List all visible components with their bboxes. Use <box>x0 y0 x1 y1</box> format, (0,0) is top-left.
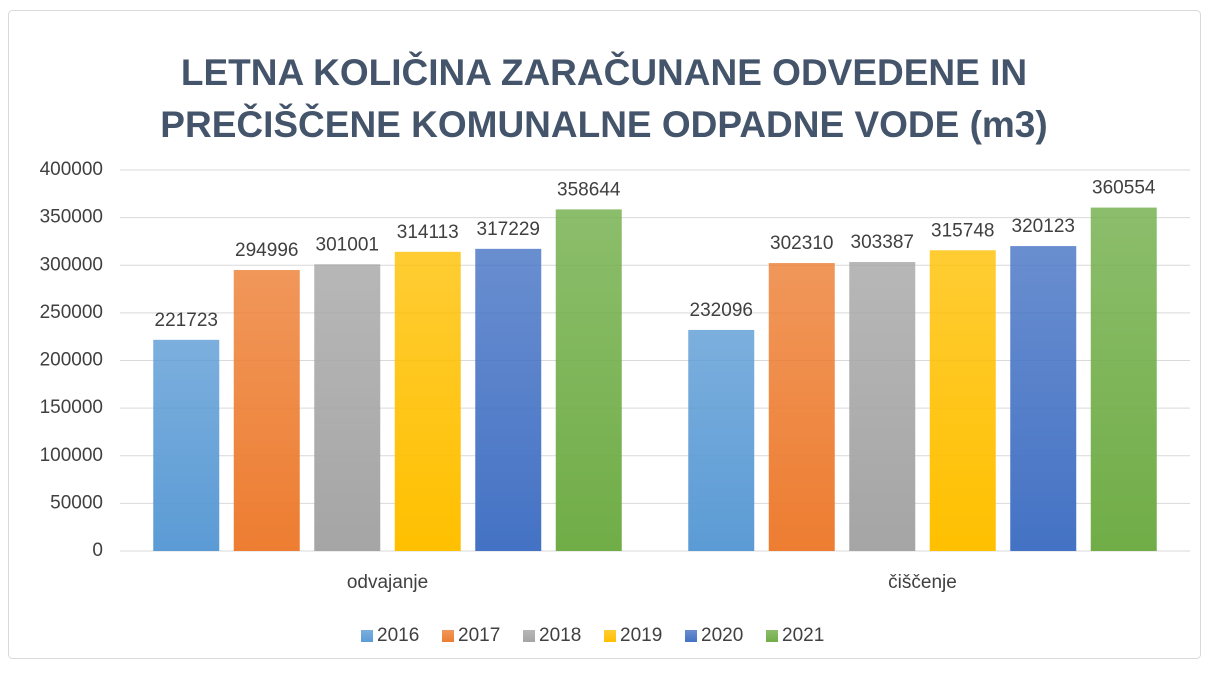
legend-label: 2017 <box>458 625 500 646</box>
bar <box>1010 246 1077 552</box>
legend-label: 2016 <box>377 625 419 646</box>
chart-title: PREČIŠČENE KOMUNALNE ODPADNE VODE (m3) <box>160 103 1047 145</box>
y-tick-label: 50000 <box>50 492 103 513</box>
legend-label: 2019 <box>620 625 662 646</box>
bar <box>688 329 755 551</box>
bar <box>555 209 622 551</box>
data-label: 360554 <box>1092 178 1156 199</box>
bar <box>1090 207 1157 551</box>
legend-swatch <box>442 630 454 642</box>
legend-swatch <box>766 630 778 642</box>
legend-swatch <box>604 630 616 642</box>
x-tick-label: čiščenje <box>888 572 957 593</box>
y-tick-label: 250000 <box>40 302 103 323</box>
data-label: 301001 <box>316 234 379 255</box>
data-label: 221723 <box>155 310 218 331</box>
data-label: 294996 <box>235 240 298 261</box>
bar <box>929 250 996 551</box>
chart-title: LETNA KOLIČINA ZARAČUNANE ODVEDENE IN <box>181 51 1027 93</box>
bar <box>768 263 835 551</box>
bar <box>849 262 916 551</box>
bar <box>475 248 542 552</box>
legend-swatch <box>523 630 535 642</box>
legend-label: 2021 <box>782 625 824 646</box>
y-tick-label: 200000 <box>40 350 103 371</box>
data-label: 232096 <box>690 300 753 321</box>
y-tick-label: 350000 <box>40 207 103 228</box>
y-tick-label: 300000 <box>40 254 103 275</box>
legend-swatch <box>685 630 697 642</box>
data-label: 302310 <box>770 233 833 254</box>
bar <box>233 270 300 551</box>
bar <box>314 264 381 551</box>
data-label: 320123 <box>1012 216 1075 237</box>
x-tick-label: odvajanje <box>347 572 428 593</box>
data-label: 315748 <box>931 220 994 241</box>
legend-swatch <box>361 630 373 642</box>
data-label: 303387 <box>851 232 914 253</box>
data-label: 317229 <box>477 219 540 240</box>
data-label: 314113 <box>397 222 459 243</box>
y-tick-label: 0 <box>92 540 103 561</box>
data-label: 358644 <box>557 179 621 200</box>
y-tick-label: 400000 <box>40 159 103 180</box>
y-tick-label: 100000 <box>40 445 103 466</box>
bar <box>394 251 461 551</box>
y-tick-label: 150000 <box>40 397 103 418</box>
legend-label: 2020 <box>701 625 743 646</box>
bar <box>153 339 220 551</box>
legend-label: 2018 <box>539 625 581 646</box>
